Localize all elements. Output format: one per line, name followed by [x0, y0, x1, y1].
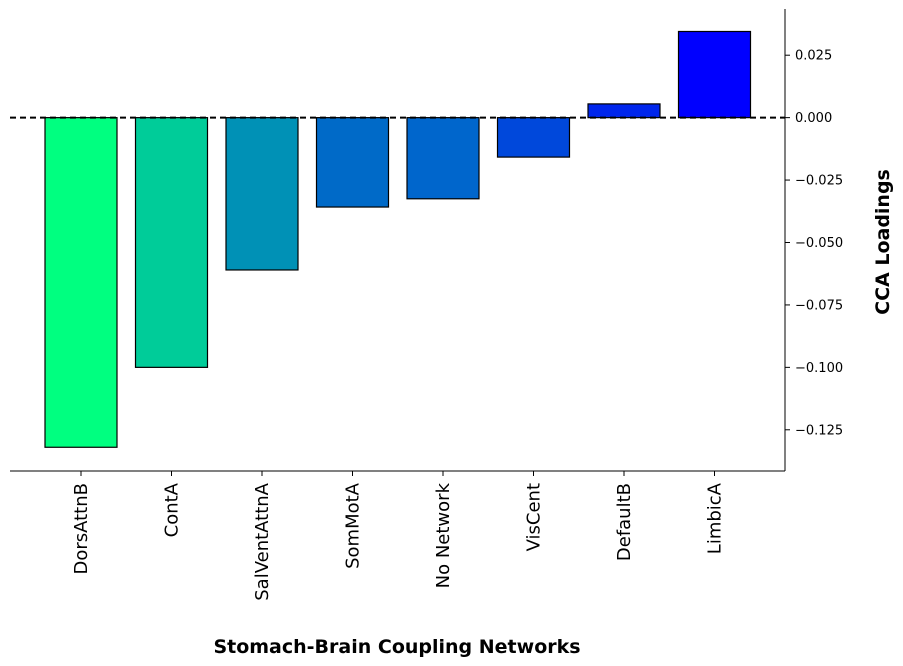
x-tick-label: SomMotA [343, 482, 364, 569]
x-ticks: DorsAttnB ContA SalVentAttnA SomMotA No Netw… [71, 471, 726, 601]
x-tick-label: No Network [433, 482, 454, 588]
bar-defaultb [587, 103, 661, 119]
bar-no-network [406, 117, 480, 200]
y-ticks: 0.025 0.000 −0.025 −0.050 −0.075 −0.100 −0.125 [785, 49, 843, 438]
y-tick-label: 0.025 [795, 49, 832, 64]
bar-viscent [496, 117, 571, 158]
bar-dorsattnb [44, 117, 118, 448]
y-tick-label: −0.075 [795, 298, 843, 313]
x-tick-label: SalVentAttnA [252, 482, 273, 600]
y-tick-label: −0.025 [795, 174, 843, 189]
bars-layer [44, 30, 752, 448]
x-tick-label: VisCent [524, 483, 545, 551]
bar-salventattna [225, 117, 299, 271]
bar-sommota [315, 117, 390, 208]
bar-limbica [677, 30, 752, 119]
y-axis-label: CCA Loadings [872, 169, 894, 315]
bar-conta [134, 117, 209, 368]
x-axis-label: Stomach-Brain Coupling Networks [213, 636, 580, 658]
x-tick-label: ContA [162, 482, 183, 537]
y-tick-label: −0.050 [795, 236, 843, 251]
axes-layer [10, 9, 786, 472]
x-tick-label: LimbicA [705, 482, 726, 554]
y-tick-label: −0.100 [795, 361, 843, 376]
x-tick-label: DefaultB [614, 483, 635, 561]
y-tick-label: −0.125 [795, 423, 843, 438]
y-tick-label: 0.000 [795, 111, 832, 126]
x-tick-label: DorsAttnB [71, 483, 92, 575]
